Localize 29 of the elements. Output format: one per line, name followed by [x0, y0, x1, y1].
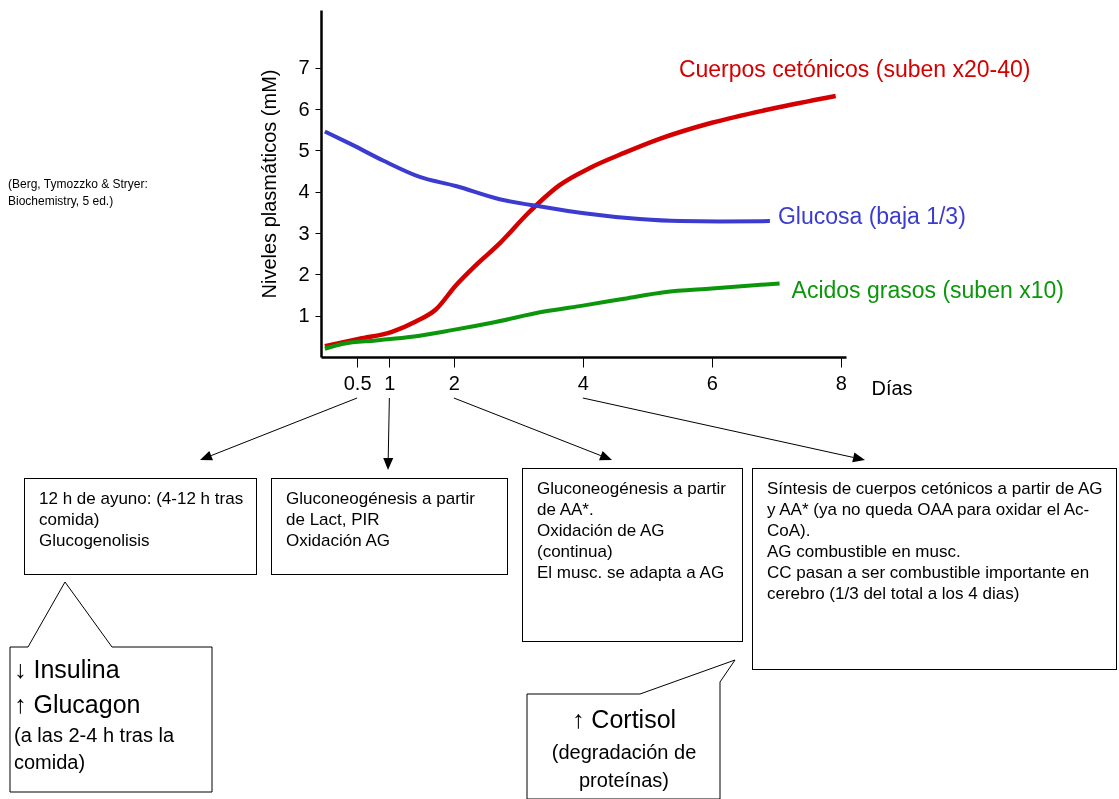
- x-tick-label: 1: [384, 371, 396, 394]
- line-series: [322, 129, 772, 224]
- y-axis-title: Niveles plasmáticos (mM): [258, 69, 281, 299]
- y-tick-label: 5: [298, 138, 310, 161]
- text: 12 h de ayuno: (4-12 h tras comida) Glucogenolisis: [24, 478, 257, 575]
- y-tick-label: 7: [298, 56, 310, 79]
- text: Síntesis de cuerpos cetónicos a partir de AG y AA* (ya no queda OAA para oxidar el Ac-CoA). AG combustible en musc. CC pasan a ser combustible importante en cerebro (1/3 del total a los 4 dias): [752, 468, 1117, 670]
- text: ↓ Insulina ↑ Glucagon: [14, 654, 142, 720]
- x-tick-label: 4: [577, 371, 589, 394]
- y-tick-label: 1: [298, 304, 310, 327]
- x-tick-label: 0.5: [343, 371, 372, 394]
- y-tick-label: 3: [298, 221, 310, 244]
- y-tick-label: 4: [298, 180, 310, 203]
- text: Gluconeogénesis a partir de AA*. Oxidación de AG (continua) El musc. se adapta a AG: [522, 468, 743, 642]
- series-label: Glucosa (baja 1/3): [777, 203, 966, 230]
- x-tick-label: 6: [706, 371, 718, 394]
- text: (Berg, Tymozzko & Stryer: Biochemistry, 5 ed.): [8, 176, 149, 210]
- y-tick-label: 6: [298, 97, 310, 120]
- line-series: [322, 281, 782, 351]
- text: ↑ Cortisol: [570, 704, 678, 735]
- x-axis-title: Días: [871, 376, 913, 399]
- series-label: Cuerpos cetónicos (suben x20-40): [678, 55, 1031, 82]
- text: Gluconeogénesis a partir de Lact, PIR Oxidación AG: [271, 478, 508, 575]
- x-tick-label: 2: [448, 371, 460, 394]
- text: (a las 2-4 h tras la comida): [14, 723, 176, 775]
- x-tick-label: 8: [835, 371, 847, 394]
- series-label: Acidos grasos (suben x10): [791, 277, 1064, 304]
- y-tick-label: 2: [298, 262, 310, 285]
- text: (degradación de proteínas): [550, 740, 698, 793]
